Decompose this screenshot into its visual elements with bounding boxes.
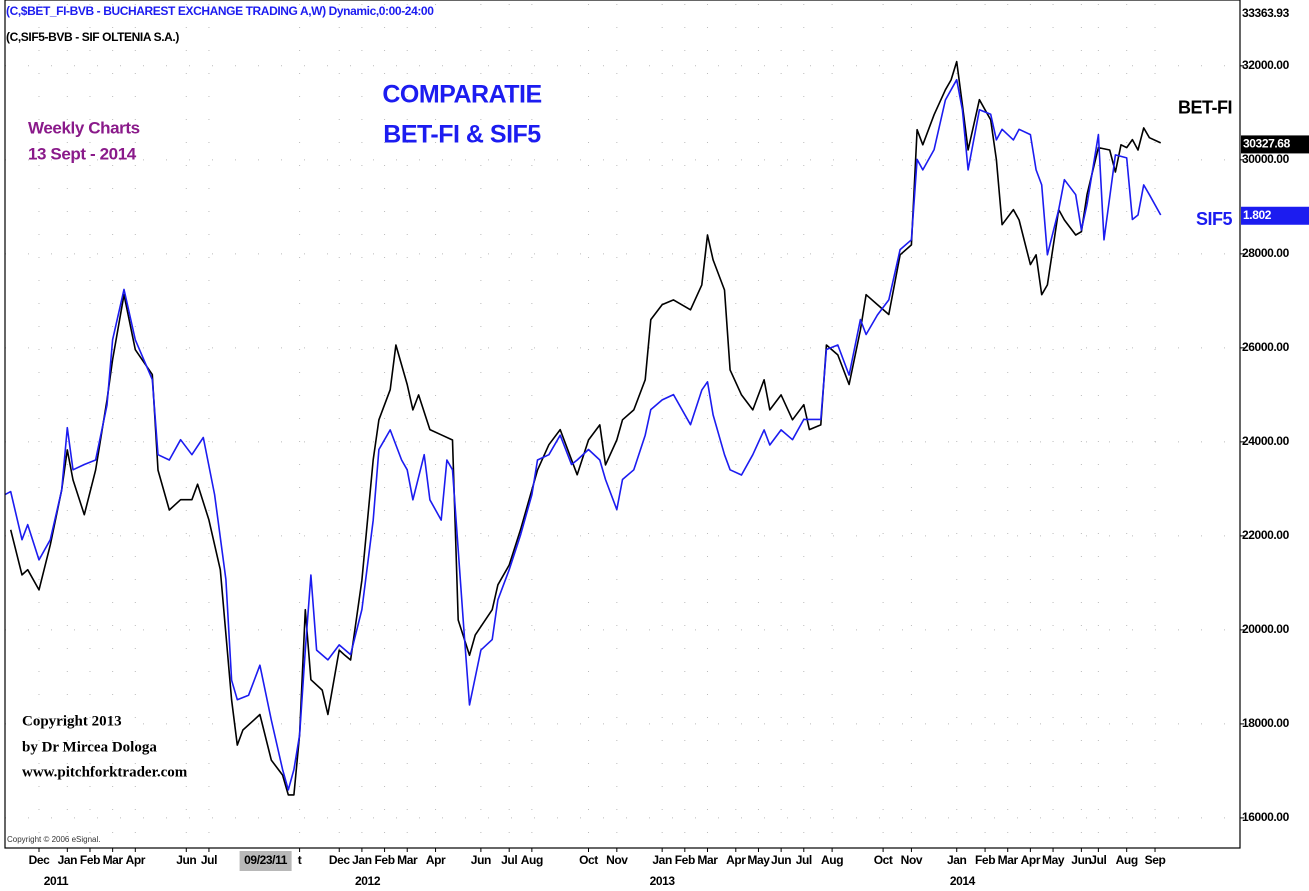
x-tick-label: May [747,853,770,867]
y-tick-label: 22000.00 [1242,528,1290,542]
copyright: www.pitchforktrader.com [22,764,188,780]
x-tick-label: Nov [606,853,628,867]
x-tick-label: Mar [697,853,718,867]
x-tick-label: Jun [1071,853,1091,867]
last-value-label: 1.802 [1243,208,1272,222]
x-tick-label: Jun [176,853,196,867]
y-tick-label: 26000.00 [1242,340,1290,354]
x-tick-label: Aug [521,853,543,867]
x-tick-label: Aug [1116,853,1138,867]
last-value-badge [1241,206,1309,225]
x-tick-label: Mar [998,853,1019,867]
y-tick-label: 30000.00 [1242,152,1290,166]
title: BET-FI & SIF5 [383,121,541,149]
x-tick-label: Feb [374,853,394,867]
x-tick-label: Dec [329,853,351,867]
x-tick-label: Jul [201,853,217,867]
x-tick-label: Dec [29,853,51,867]
cursor-label: 09/23/11 [244,853,288,867]
y-tick-label: 16000.00 [1242,810,1290,824]
x-tick-label: Oct [874,853,893,867]
x-tick-label: Apr [126,853,146,867]
plot-frame [4,0,1241,849]
x-tick-label: Jul [501,853,517,867]
year-label: 2014 [950,874,976,888]
last-value-label: 30327.68 [1243,137,1291,151]
title: COMPARATIE [382,81,541,109]
x-tick-label: Nov [901,853,923,867]
copyright: Copyright 2013 [22,713,122,729]
series-label: SIF5 [1196,209,1233,229]
x-tick-label: Jul [1090,853,1106,867]
x-tick-label: Apr [426,853,446,867]
y-tick-label: 18000.00 [1242,716,1290,730]
x-tick-label: Jan [652,853,672,867]
x-tick-label: Feb [975,853,995,867]
x-tick-label: Jan [352,853,372,867]
y-tick-label: 20000.00 [1242,622,1290,636]
x-tick-label: Mar [397,853,418,867]
year-label: 2013 [650,874,676,888]
series-line [9,60,1162,796]
x-tick-label: Jun [771,853,791,867]
series-line [4,78,1162,791]
last-value-badge [1241,135,1309,154]
y-tick-label: 32000.00 [1242,58,1290,72]
subtitle: Weekly Charts [28,118,140,137]
x-tick-label: Feb [675,853,695,867]
x-tick-label: Apr [726,853,746,867]
series-label: BET-FI [1178,98,1232,118]
x-tick-label: Oct [579,853,598,867]
y-tick-label: 24000.00 [1242,434,1290,448]
y-tick-label: 28000.00 [1242,246,1290,260]
header-line: (C,SIF5-BVB - SIF OLTENIA S.A.) [6,30,179,44]
x-tick-label: Apr [1021,853,1041,867]
year-label: 2011 [44,874,69,888]
x-tick-label: Feb [80,853,100,867]
x-tick-label: Jan [58,853,78,867]
x-tick-label: t [298,853,302,867]
header-line: (C,$BET_FI-BVB - BUCHAREST EXCHANGE TRAD… [6,4,434,18]
copyright: by Dr Mircea Dologa [22,739,157,755]
x-tick-label: Jun [471,853,491,867]
year-label: 2012 [355,874,381,888]
x-tick-label: Aug [821,853,843,867]
source: Copyright © 2006 eSignal. [7,835,101,844]
x-tick-label: Jan [947,853,967,867]
x-tick-label: May [1042,853,1065,867]
cursor-box [239,851,292,871]
x-tick-label: Jul [796,853,812,867]
subtitle: 13 Sept - 2014 [28,144,137,163]
x-tick-label: Sep [1145,853,1166,867]
x-tick-label: Mar [103,853,124,867]
lines [4,60,1162,796]
high-label: 33363.93 [1242,6,1290,20]
